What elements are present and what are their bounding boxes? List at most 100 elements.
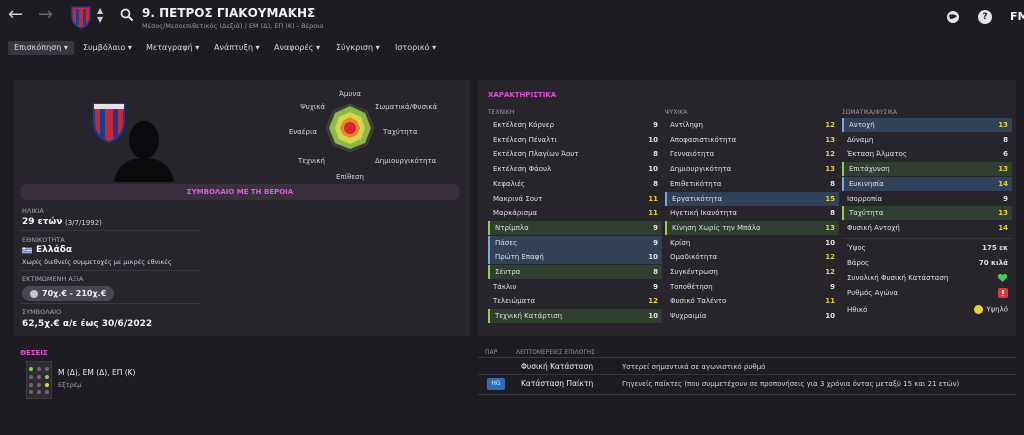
attribute-value: 9 xyxy=(830,282,835,291)
fitness-row[interactable]: Συνολική Φυσική Κατάσταση xyxy=(842,271,1012,285)
attribute-row[interactable]: Τελειώματα 12 xyxy=(488,294,662,308)
attribute-row[interactable]: Τάκλιν 9 xyxy=(488,280,662,294)
attribute-value: 9 xyxy=(653,223,658,232)
attribute-value: 13 xyxy=(998,165,1008,174)
fm-logo[interactable]: FM xyxy=(1010,10,1024,23)
match-sharpness-row[interactable]: Ρυθμός Αγώνα xyxy=(842,286,1012,300)
attribute-row[interactable]: Δύναμη 8 xyxy=(842,133,1012,147)
attribute-name: Δημιουργικότητα xyxy=(670,165,732,174)
attribute-row[interactable]: Εκτέλεση Πλαγίων Άουτ 8 xyxy=(488,147,662,161)
attribute-value: 13 xyxy=(825,165,835,174)
search-icon[interactable] xyxy=(120,8,134,22)
attribute-row[interactable]: Εκτέλεση Πέναλτι 10 xyxy=(488,133,662,147)
international-caps: Χωρίς διεθνείς συμμετοχές με μικρές εθνι… xyxy=(22,258,172,266)
attribute-row[interactable]: Κρίση 10 xyxy=(665,236,839,250)
attribute-row[interactable]: Έκταση Άλματος 6 xyxy=(842,147,1012,161)
player-switch-icon[interactable]: ▲ ▼ xyxy=(97,6,104,24)
attribute-name: Εργατικότητα xyxy=(672,194,723,203)
attribute-name: Εκτέλεση Πλαγίων Άουτ xyxy=(493,150,579,159)
attribute-name: Επιτάχυνση xyxy=(849,165,890,174)
attribute-name: Συγκέντρωση xyxy=(670,268,718,276)
radar-center xyxy=(344,122,356,134)
detail-desc-status: Γηγενείς παίκτες (που συμμετέχουν σε προ… xyxy=(622,380,960,388)
attribute-name: Ψυχραιμία xyxy=(670,312,707,321)
tab-overview[interactable]: Επισκόπηση ▾ xyxy=(8,41,74,55)
attribute-value: 9 xyxy=(653,238,658,247)
attribute-name: Ευκινησία xyxy=(849,179,884,188)
attribute-row[interactable]: Εκτέλεση Φάουλ 10 xyxy=(488,162,662,176)
attribute-row[interactable]: Αποφασιστικότητα 13 xyxy=(665,133,839,147)
attribute-row[interactable]: Πρώτη Επαφή 10 xyxy=(488,250,662,265)
attribute-name: Τεχνική Κατάρτιση xyxy=(495,312,563,321)
attribute-row[interactable]: Γενναιότητα 12 xyxy=(665,147,839,161)
attribute-name: Τελειώματα xyxy=(493,297,536,306)
attribute-name: Τοποθέτηση xyxy=(670,282,713,291)
attribute-row[interactable]: Αντίληψη 12 xyxy=(665,118,839,132)
attribute-row[interactable]: Φυσικό Ταλέντο 11 xyxy=(665,294,839,308)
attribute-row[interactable]: Ψυχραιμία 10 xyxy=(665,309,839,323)
attribute-row[interactable]: Αντοχή 13 xyxy=(842,118,1012,132)
tab-history[interactable]: Ιστορικό ▾ xyxy=(395,43,437,52)
attribute-row[interactable]: Ηγετική Ικανότητα 8 xyxy=(665,206,839,220)
details-col-par: ΠΑΡ xyxy=(485,349,498,356)
attribute-name: Φυσικό Ταλέντο xyxy=(670,297,727,306)
attribute-row[interactable]: Τοποθέτηση 9 xyxy=(665,280,839,294)
attribute-row[interactable]: Επιθετικότητα 8 xyxy=(665,177,839,191)
attribute-row[interactable]: Ταχύτητα 13 xyxy=(842,206,1012,221)
divider xyxy=(478,374,1016,375)
contract-banner[interactable]: ΣΥΜΒΟΛΑΙΟ ΜΕ ΤΗ ΒΕΡΟΙΑ xyxy=(20,184,460,200)
player-subtitle: Μέσος/Μεσοεπιθετικός (Δεξιά) / ΕΜ (Δ), Ε… xyxy=(142,22,324,30)
attribute-name: Ντρίμπλα xyxy=(495,223,529,232)
estimated-value[interactable]: 70χ.€ - 210χ.€ xyxy=(22,286,115,301)
attribute-value: 14 xyxy=(998,223,1008,232)
club-crest-icon[interactable] xyxy=(70,5,92,29)
attribute-row[interactable]: Εκτέλεση Κόρνερ 9 xyxy=(488,118,662,132)
tab-compare[interactable]: Σύγκριση ▾ xyxy=(336,43,380,52)
attribute-row[interactable]: Ισορροπία 9 xyxy=(842,192,1012,206)
attribute-value: 13 xyxy=(998,209,1008,218)
attribute-row[interactable]: Κεφαλιές 8 xyxy=(488,177,662,191)
nationality-value[interactable]: Ελλάδα xyxy=(36,245,73,255)
tab-reports[interactable]: Αναφορές ▾ xyxy=(274,43,321,52)
attribute-row[interactable]: Φυσική Αντοχή 14 xyxy=(842,221,1012,235)
attribute-value: 12 xyxy=(825,253,835,262)
attributes-title: ΧΑΡΑΚΤΗΡΙΣΤΙΚΑ xyxy=(488,91,557,99)
divider xyxy=(478,357,1016,358)
attribute-row[interactable]: Συγκέντρωση 12 xyxy=(665,265,839,279)
tab-bar: Επισκόπηση ▾ Συμβόλαιο ▾ Μεταγραφή ▾ Ανά… xyxy=(0,38,1024,56)
attribute-name: Εκτέλεση Κόρνερ xyxy=(493,121,555,129)
attribute-value: 8 xyxy=(830,179,835,188)
attribute-row[interactable]: Μακρινά Σουτ 11 xyxy=(488,192,662,206)
attribute-row[interactable]: Σέντρα 8 xyxy=(488,265,662,279)
divider xyxy=(20,230,200,231)
player-name: 9. ΠΕΤΡΟΣ ΓΙΑΚΟΥΜΑΚΗΣ xyxy=(142,6,316,20)
radar-label-defence: Άμυνα xyxy=(339,90,361,98)
tab-transfer[interactable]: Μεταγραφή ▾ xyxy=(146,43,200,52)
attribute-row[interactable]: Τεχνική Κατάρτιση 10 xyxy=(488,309,662,324)
contract-value: 62,5χ.€ α/ε έως 30/6/2022 xyxy=(22,319,153,329)
globe-icon[interactable] xyxy=(946,10,960,24)
attribute-name: Αντίληψη xyxy=(670,121,703,129)
attribute-value: 13 xyxy=(825,135,835,144)
attribute-row[interactable]: Επιτάχυνση 13 xyxy=(842,162,1012,177)
attribute-row[interactable]: Ευκινησία 14 xyxy=(842,176,1012,191)
tab-development[interactable]: Ανάπτυξη ▾ xyxy=(214,43,260,52)
tab-contract[interactable]: Συμβόλαιο ▾ xyxy=(83,43,132,52)
attribute-row[interactable]: Πάσες 9 xyxy=(488,235,662,250)
help-icon[interactable]: ? xyxy=(978,10,992,24)
pitch-positions-icon[interactable] xyxy=(26,361,52,399)
morale-row[interactable]: Ηθικό Υψηλό xyxy=(847,305,1008,314)
value-label: ΕΚΤΙΜΩΜΕΝΗ ΑΞΙΑ xyxy=(22,275,84,283)
radar-label-attack: Επίθεση xyxy=(336,173,364,181)
attribute-row[interactable]: Ομαδικότητα 12 xyxy=(665,250,839,264)
attribute-row[interactable]: Μαρκάρισμα 11 xyxy=(488,206,662,220)
attribute-name: Τάκλιν xyxy=(493,282,517,291)
divider xyxy=(20,270,200,271)
back-arrow-icon[interactable]: ← xyxy=(8,4,24,25)
forward-arrow-icon[interactable]: → xyxy=(38,4,54,25)
date-of-birth: (3/7/1992) xyxy=(65,219,102,227)
attribute-row[interactable]: Εργατικότητα 15 xyxy=(665,191,839,206)
attribute-row[interactable]: Κίνηση Χωρίς την Μπάλα 13 xyxy=(665,220,839,235)
attribute-row[interactable]: Δημιουργικότητα 13 xyxy=(665,162,839,176)
attribute-row[interactable]: Ντρίμπλα 9 xyxy=(488,220,662,235)
